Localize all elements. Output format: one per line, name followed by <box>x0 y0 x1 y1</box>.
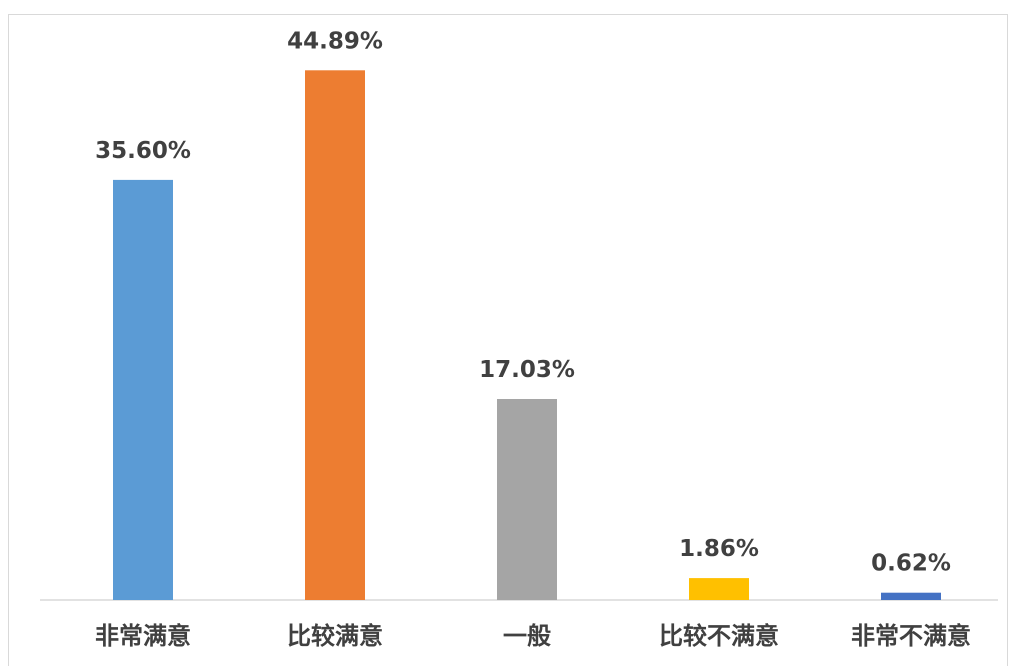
chart-frame <box>8 14 1008 666</box>
bar-4 <box>881 592 941 600</box>
category-label-2: 一般 <box>503 622 551 650</box>
bar-0 <box>113 179 173 600</box>
bar-1 <box>305 70 365 601</box>
category-label-4: 非常不满意 <box>851 622 971 650</box>
category-label-1: 比较满意 <box>287 622 383 650</box>
bar-3 <box>689 578 749 600</box>
category-label-0: 非常满意 <box>95 622 191 650</box>
category-labels-group: 非常满意 比较满意 一般 比较不满意 非常不满意 <box>95 622 971 650</box>
value-label-0: 35.60% <box>95 138 191 164</box>
value-label-2: 17.03% <box>479 357 575 383</box>
category-label-3: 比较不满意 <box>659 622 779 650</box>
value-label-3: 1.86% <box>679 536 759 562</box>
value-label-4: 0.62% <box>871 551 951 577</box>
value-label-1: 44.89% <box>287 28 383 54</box>
bar-2 <box>497 399 557 600</box>
value-labels-group: 35.60% 44.89% 17.03% 1.86% 0.62% <box>95 28 951 576</box>
bars-group <box>113 70 941 601</box>
